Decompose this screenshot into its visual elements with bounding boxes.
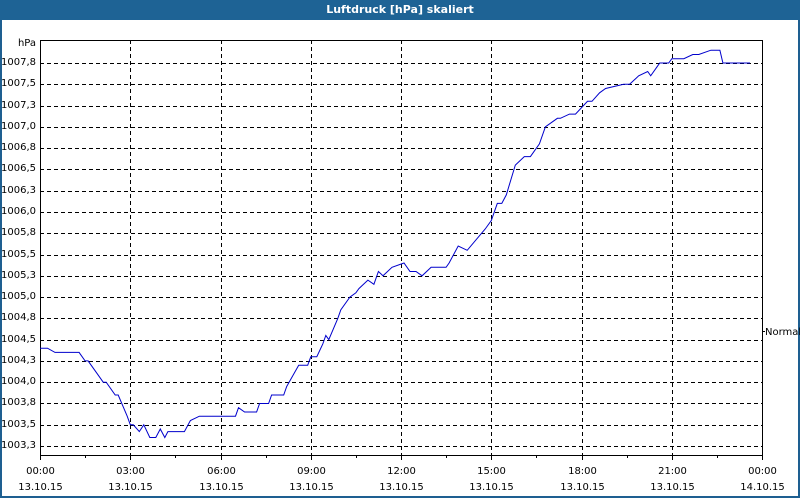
x-tick-label: 03:00 13.10.15 [108, 466, 153, 493]
y-tick-label: 1005,8 [1, 226, 36, 238]
y-tick-label: 1003,8 [1, 396, 36, 408]
y-tick-label: 1005,0 [1, 290, 36, 302]
y-tick-label: 1007,3 [1, 99, 36, 111]
x-tick-label: 15:00 13.10.15 [469, 466, 514, 493]
pressure-line [40, 49, 750, 439]
y-tick-label: 1005,5 [1, 248, 36, 260]
y-tick-label: 1007,8 [1, 56, 36, 68]
y-axis-unit: hPa [17, 38, 36, 49]
x-tick-label: 09:00 13.10.15 [289, 466, 334, 493]
y-tick-label: 1006,0 [1, 205, 36, 217]
x-tick-label: 06:00 13.10.15 [199, 466, 244, 493]
window-title: Luftdruck [hPa] skaliert [0, 0, 800, 20]
y-tick-label: 1004,8 [1, 311, 36, 323]
y-tick-label: 1007,5 [1, 77, 36, 89]
x-tick-label: 00:00 13.10.15 [18, 466, 63, 493]
x-tick-label: 18:00 13.10.15 [560, 466, 605, 493]
y-tick-label: 1006,8 [1, 141, 36, 153]
y-tick-label: 1003,3 [1, 439, 36, 451]
y-tick-label: 1004,5 [1, 333, 36, 345]
y-tick-label: 1006,5 [1, 162, 36, 174]
y-tick-label: 1004,0 [1, 375, 36, 387]
x-tick-label: 21:00 13.10.15 [650, 466, 695, 493]
x-tick-label: 00:00 14.10.15 [740, 466, 785, 493]
y-tick-label: 1006,3 [1, 184, 36, 196]
x-tick-label: 12:00 13.10.15 [379, 466, 424, 493]
y-tick-label: 1007,0 [1, 120, 36, 132]
y-tick-label: 1004,3 [1, 354, 36, 366]
normal-annotation: Normal [765, 327, 800, 338]
y-tick-label: 1003,5 [1, 418, 36, 430]
y-tick-label: 1005,3 [1, 269, 36, 281]
